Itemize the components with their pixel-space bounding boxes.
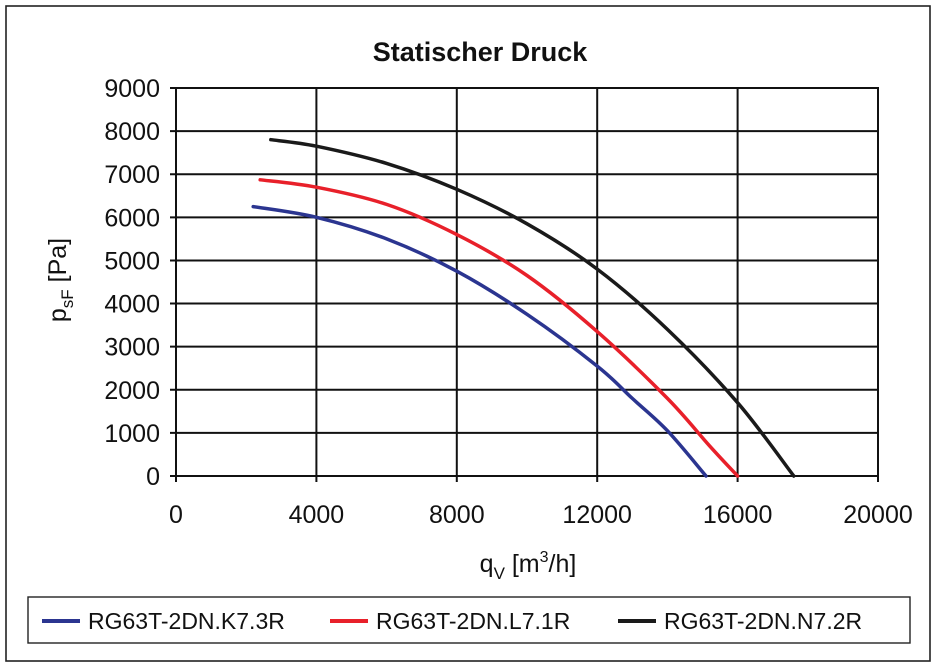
y-axis-label: psF [Pa]: [44, 238, 77, 322]
x-axis-label: qV [m3/h]: [480, 549, 577, 583]
y-tick-label: 5000: [104, 247, 160, 275]
y-axis-label-unit: [Pa]: [44, 238, 72, 289]
x-axis-label-unit-post: /h]: [549, 550, 577, 578]
y-axis-label-main: p: [44, 308, 72, 322]
x-tick-label: 20000: [843, 501, 913, 529]
x-axis-label-main: q: [480, 550, 494, 578]
y-axis-label-sub: sF: [58, 289, 77, 308]
legend: RG63T-2DN.K7.3R RG63T-2DN.L7.1R RG63T-2DN.…: [42, 608, 862, 634]
legend-label: RG63T-2DN.L7.1R: [376, 608, 570, 634]
y-tick-label: 1000: [104, 420, 160, 448]
y-tick-label: 3000: [104, 334, 160, 362]
y-tick-label: 4000: [104, 291, 160, 319]
y-tick-label: 7000: [104, 161, 160, 189]
x-axis-label-unit-sup: 3: [540, 549, 549, 566]
series-line-2: [258, 178, 740, 478]
legend-label: RG63T-2DN.N7.2R: [664, 608, 862, 634]
chart-border: [5, 5, 931, 662]
y-tick-label: 2000: [104, 377, 160, 405]
x-tick-label: 8000: [429, 501, 485, 529]
legend-label: RG63T-2DN.K7.3R: [88, 608, 285, 634]
x-tick-label: 0: [169, 501, 183, 529]
x-tick-label: 4000: [289, 501, 345, 529]
chart-title: Statischer Druck: [373, 37, 589, 67]
grid: [170, 87, 879, 482]
y-tick-label: 0: [146, 463, 160, 491]
y-tick-label: 9000: [104, 75, 160, 103]
svg-text:psF [Pa]: psF [Pa]: [44, 238, 77, 322]
x-axis-label-sub: V: [494, 564, 506, 583]
x-tick-label: 12000: [562, 501, 632, 529]
y-tick-labels: 0 1000 2000 3000 4000 5000 6000 7000 8000 9000: [104, 75, 160, 491]
legend-box: [27, 596, 911, 644]
series-lines: [251, 137, 796, 478]
series-line-3: [269, 137, 796, 478]
x-axis-label-unit-pre: [m: [505, 550, 540, 578]
y-tick-label: 6000: [104, 204, 160, 232]
x-tick-labels: 0 4000 8000 12000 16000 20000: [169, 501, 913, 529]
x-tick-label: 16000: [703, 501, 773, 529]
y-tick-label: 8000: [104, 118, 160, 146]
series-line-1: [251, 204, 708, 478]
